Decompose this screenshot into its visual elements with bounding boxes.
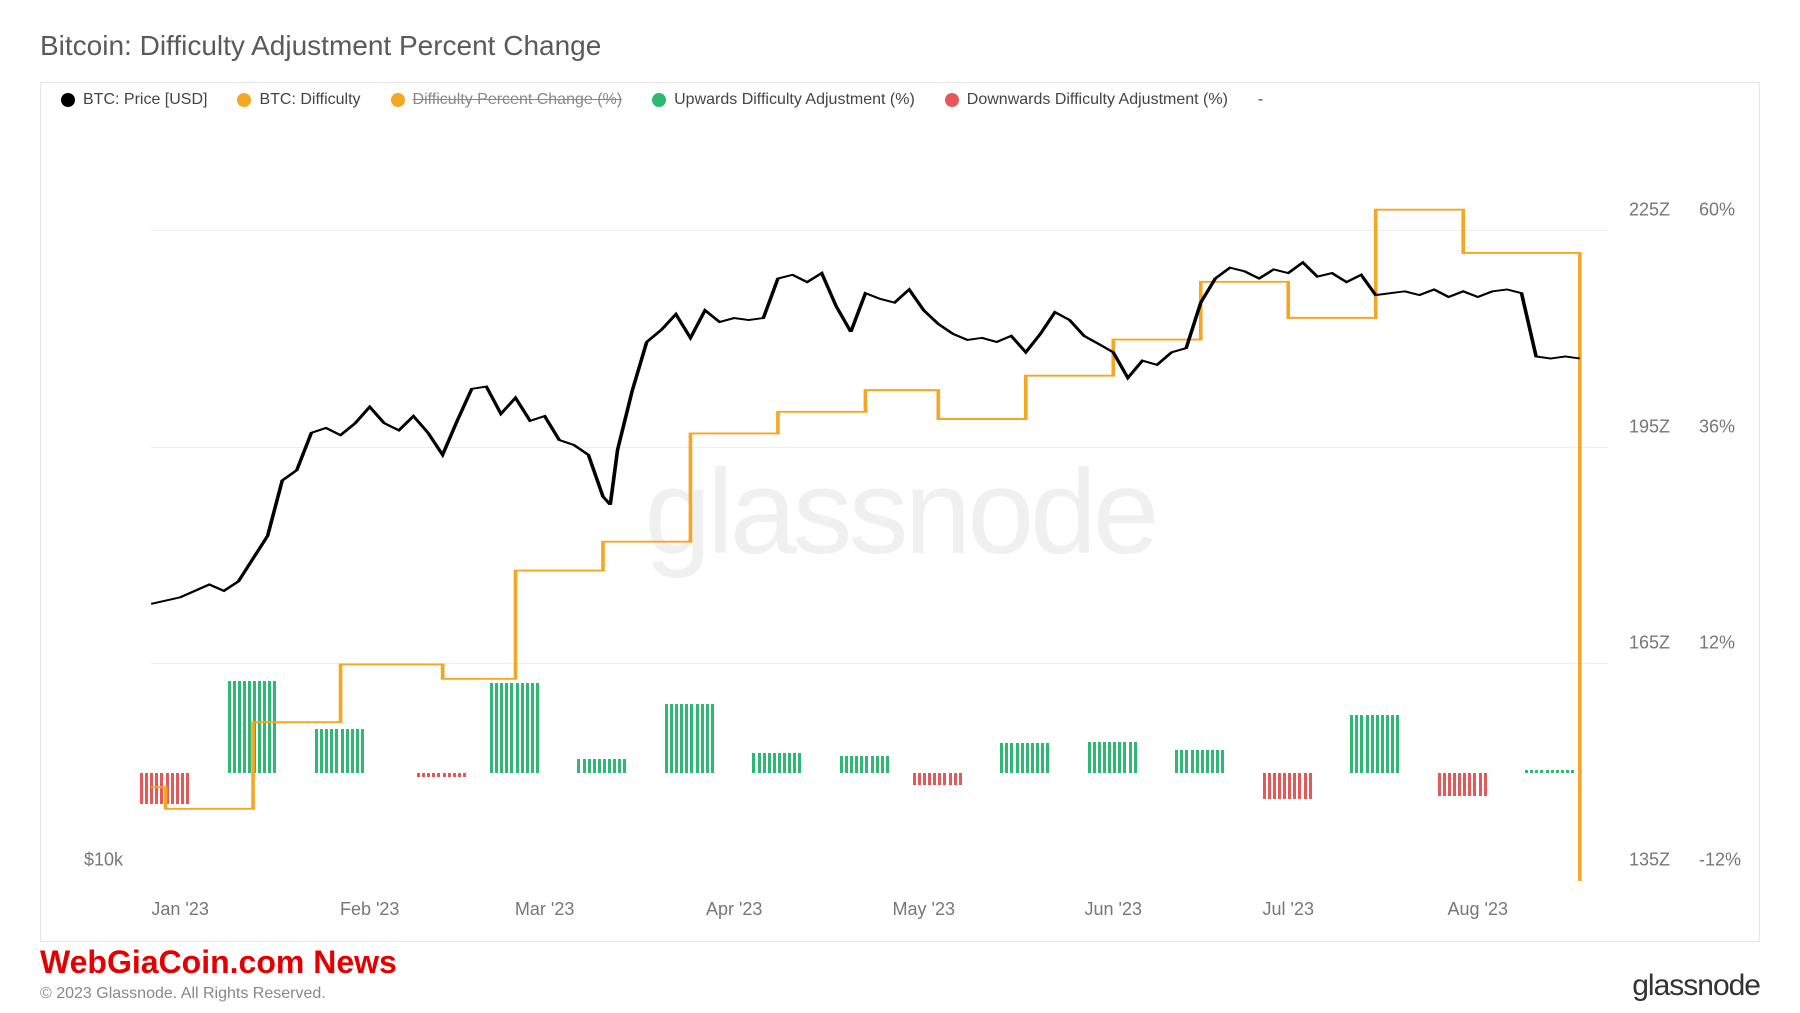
chart-wrapper: Bitcoin: Difficulty Adjustment Percent C… [0, 0, 1800, 1013]
chart-title: Bitcoin: Difficulty Adjustment Percent C… [40, 30, 1760, 62]
swatch-difficulty [237, 93, 251, 107]
lines-layer [151, 123, 1609, 881]
legend-downward[interactable]: Downwards Difficulty Adjustment (%) [945, 91, 1228, 109]
legend-diffpct-label: Difficulty Percent Change (%) [413, 91, 623, 109]
price-line [151, 262, 1580, 603]
legend-difficulty[interactable]: BTC: Difficulty [237, 91, 360, 109]
x-tick: Jun '23 [1085, 899, 1142, 920]
x-tick: Feb '23 [340, 899, 399, 920]
y-right-pct-tick: 12% [1699, 633, 1735, 654]
chart-box: BTC: Price [USD] BTC: Difficulty Difficu… [40, 82, 1760, 942]
x-tick: May '23 [893, 899, 955, 920]
y-right-axis: 225Z 195Z 165Z 135Z 60% 36% 12% -12% [1619, 123, 1759, 881]
legend-downward-label: Downwards Difficulty Adjustment (%) [967, 91, 1228, 109]
footer-left: WebGiaCoin.com News © 2023 Glassnode. Al… [40, 944, 397, 1003]
legend-dash-label: - [1258, 91, 1263, 109]
legend-price-label: BTC: Price [USD] [83, 91, 207, 109]
x-tick: Aug '23 [1448, 899, 1509, 920]
legend-dash[interactable]: - [1258, 91, 1263, 109]
copyright: © 2023 Glassnode. All Rights Reserved. [40, 985, 397, 1003]
x-tick: Apr '23 [706, 899, 762, 920]
footer: WebGiaCoin.com News © 2023 Glassnode. Al… [40, 944, 1760, 1003]
legend-upward-label: Upwards Difficulty Adjustment (%) [674, 91, 915, 109]
y-right-pct-tick: 60% [1699, 200, 1735, 221]
x-tick: Jul '23 [1263, 899, 1314, 920]
bar-down [140, 773, 143, 805]
y-right-pct-tick: 36% [1699, 417, 1735, 438]
x-axis: Jan '23 Feb '23 Mar '23 Apr '23 May '23 Jun '… [151, 891, 1609, 931]
y-left-tick: $10k [84, 850, 123, 871]
brand-logo: glassnode [1632, 969, 1760, 1003]
legend-upward[interactable]: Upwards Difficulty Adjustment (%) [652, 91, 915, 109]
x-tick: Jan '23 [151, 899, 208, 920]
bar-down [145, 773, 148, 805]
plot-area [151, 123, 1609, 881]
legend-difficulty-label: BTC: Difficulty [259, 91, 360, 109]
legend: BTC: Price [USD] BTC: Difficulty Difficu… [61, 91, 1739, 109]
y-right-z-tick: 135Z [1629, 850, 1670, 871]
y-right-z-tick: 225Z [1629, 200, 1670, 221]
y-left-axis: $10k [41, 123, 141, 881]
swatch-price [61, 93, 75, 107]
swatch-upward [652, 93, 666, 107]
overlay-news: WebGiaCoin.com News [40, 944, 397, 981]
difficulty-line [151, 210, 1580, 881]
y-right-pct-tick: -12% [1699, 850, 1741, 871]
legend-diffpct[interactable]: Difficulty Percent Change (%) [391, 91, 623, 109]
x-tick: Mar '23 [515, 899, 574, 920]
swatch-downward [945, 93, 959, 107]
swatch-diffpct [391, 93, 405, 107]
legend-price[interactable]: BTC: Price [USD] [61, 91, 207, 109]
y-right-z-tick: 165Z [1629, 633, 1670, 654]
y-right-z-tick: 195Z [1629, 417, 1670, 438]
